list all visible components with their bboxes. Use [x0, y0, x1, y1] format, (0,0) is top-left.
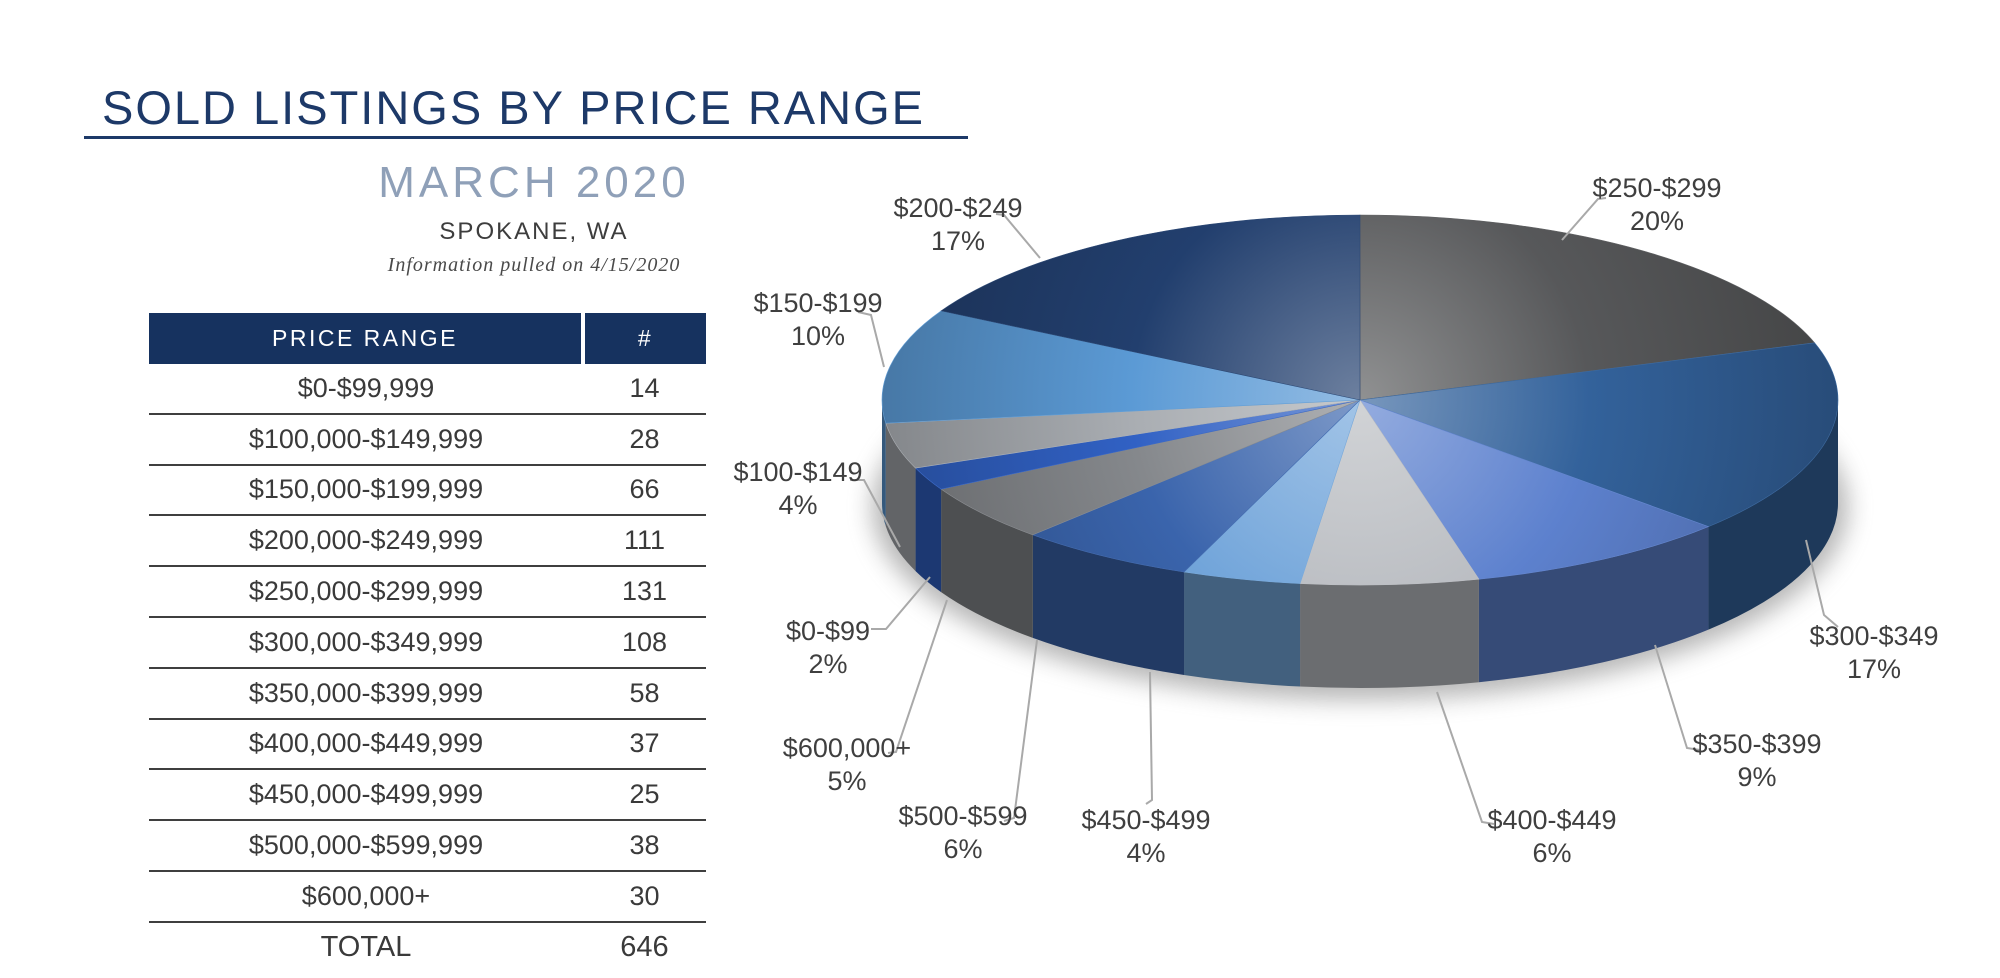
- table-body: $0-$99,999 14 $100,000-$149,999 28 $150,000-…: [149, 364, 706, 972]
- pie-label-leader: [1436, 691, 1495, 825]
- price-range-cell: $400,000-$449,999: [149, 718, 583, 771]
- pie-label-leader: [857, 311, 885, 368]
- pie-slice: [1359, 342, 1839, 527]
- price-range-cell: $250,000-$299,999: [149, 566, 583, 618]
- count-cell: 131: [583, 566, 706, 618]
- table-row: $100,000-$149,999 28: [149, 413, 706, 466]
- price-range-table: PRICE RANGE # $0-$99,999 14 $100,000-$149,…: [149, 313, 706, 972]
- count-cell: 37: [583, 718, 706, 771]
- pie-label-range: $450-$499: [1081, 805, 1210, 835]
- pie-slice: [940, 214, 1361, 401]
- table-row: $0-$99,999 14: [149, 364, 706, 415]
- title-underline: [84, 136, 968, 139]
- price-range-cell: $350,000-$399,999: [149, 667, 583, 720]
- pie-label-percent: 17%: [931, 226, 985, 256]
- table-row: $450,000-$499,999 25: [149, 769, 706, 822]
- price-range-cell: $0-$99,999: [149, 364, 583, 415]
- pie-label-leader: [1145, 671, 1154, 805]
- pie-label-percent: 4%: [1126, 838, 1165, 868]
- pie-slice-side: [1184, 572, 1301, 687]
- table-row: $300,000-$349,999 108: [149, 616, 706, 669]
- pie-label-percent: 2%: [808, 649, 847, 679]
- price-range-cell: $450,000-$499,999: [149, 769, 583, 822]
- pie-slice: [1359, 399, 1710, 580]
- count-cell: 58: [583, 667, 706, 720]
- pie-label-leader: [1003, 639, 1038, 822]
- pie-slice: [1299, 399, 1480, 586]
- pie-slice-side: [915, 468, 942, 593]
- pie-label-percent: 6%: [1532, 838, 1571, 868]
- page-title: SOLD LISTINGS BY PRICE RANGE: [102, 81, 926, 134]
- table-row: $200,000-$249,999 111: [149, 515, 706, 568]
- pie-label-range: $150-$199: [753, 288, 882, 318]
- table-row: $600,000+ 30: [149, 870, 706, 923]
- pie-label-range: $0-$99: [786, 616, 870, 646]
- table-header: PRICE RANGE #: [149, 313, 706, 364]
- pie-slice-side: [1708, 400, 1838, 630]
- pie-slice: [940, 399, 1361, 536]
- pie-label-leader: [850, 479, 901, 548]
- report-month: MARCH 2020: [378, 158, 690, 207]
- table-row: $150,000-$199,999 66: [149, 464, 706, 517]
- total-value: 646: [620, 930, 669, 963]
- price-range-cell: $200,000-$249,999: [149, 515, 583, 568]
- price-range-cell: $100,000-$149,999: [149, 413, 583, 466]
- count-cell: 111: [583, 515, 706, 568]
- pie-slice-side: [1478, 526, 1709, 683]
- pie-label-percent: 4%: [778, 490, 817, 520]
- count-cell: 30: [583, 870, 706, 923]
- pie-label-leader: [1654, 644, 1701, 751]
- pie-label-range: $350-$399: [1692, 729, 1821, 759]
- pie-label-range: $500-$599: [898, 801, 1027, 831]
- header-price-range: PRICE RANGE: [149, 313, 585, 364]
- count-cell: 108: [583, 616, 706, 669]
- pie-label-percent: 5%: [827, 766, 866, 796]
- pie-label-range: $600,000+: [783, 733, 911, 763]
- pie-slice-side: [1032, 534, 1185, 676]
- pie-label-percent: 10%: [791, 321, 845, 351]
- table-total-row: TOTAL 646: [149, 922, 706, 972]
- pie-label-leader: [871, 576, 931, 630]
- pie-slice-side: [941, 489, 1033, 638]
- count-cell: 25: [583, 769, 706, 822]
- price-range-cell: $150,000-$199,999: [149, 464, 583, 517]
- header-count: #: [583, 313, 706, 364]
- table-row: $350,000-$399,999 58: [149, 667, 706, 720]
- table-row: $250,000-$299,999 131: [149, 566, 706, 618]
- pie-slice: [881, 310, 1361, 424]
- pie-slice-side: [882, 400, 886, 527]
- pie-label-leader: [887, 599, 948, 754]
- count-cell: 14: [583, 364, 706, 415]
- count-cell: 28: [583, 413, 706, 466]
- pie-label-range: $300-$349: [1809, 621, 1938, 651]
- count-cell: 66: [583, 464, 706, 517]
- count-cell: 38: [583, 820, 706, 872]
- pie-label-percent: 6%: [943, 834, 982, 864]
- price-range-cell: $500,000-$599,999: [149, 820, 583, 872]
- pie-label-range: $200-$249: [893, 193, 1022, 223]
- pie-label-range: $100-$149: [733, 457, 862, 487]
- pie-label-leader: [995, 213, 1041, 259]
- pie-label-range: $250-$299: [1592, 173, 1721, 203]
- pie-slice: [1359, 214, 1816, 401]
- table-row: $500,000-$599,999 38: [149, 820, 706, 872]
- pie-slice: [1031, 399, 1361, 573]
- total-label: TOTAL: [320, 930, 412, 963]
- pull-date-note: Information pulled on 4/15/2020: [387, 254, 681, 276]
- pie-label-leader: [1561, 197, 1607, 241]
- pie-slice-side: [1300, 579, 1479, 688]
- table-row: $400,000-$449,999 37: [149, 718, 706, 771]
- pie-label-range: $400-$449: [1487, 805, 1616, 835]
- price-range-cell: $600,000+: [149, 870, 583, 923]
- pie-label-percent: 9%: [1737, 762, 1776, 792]
- pie-label-percent: 17%: [1847, 654, 1901, 684]
- pie-label-leader: [1805, 539, 1839, 628]
- price-range-cell: $300,000-$349,999: [149, 616, 583, 669]
- pie-label-percent: 20%: [1630, 206, 1684, 236]
- report-location: SPOKANE, WA: [439, 218, 629, 245]
